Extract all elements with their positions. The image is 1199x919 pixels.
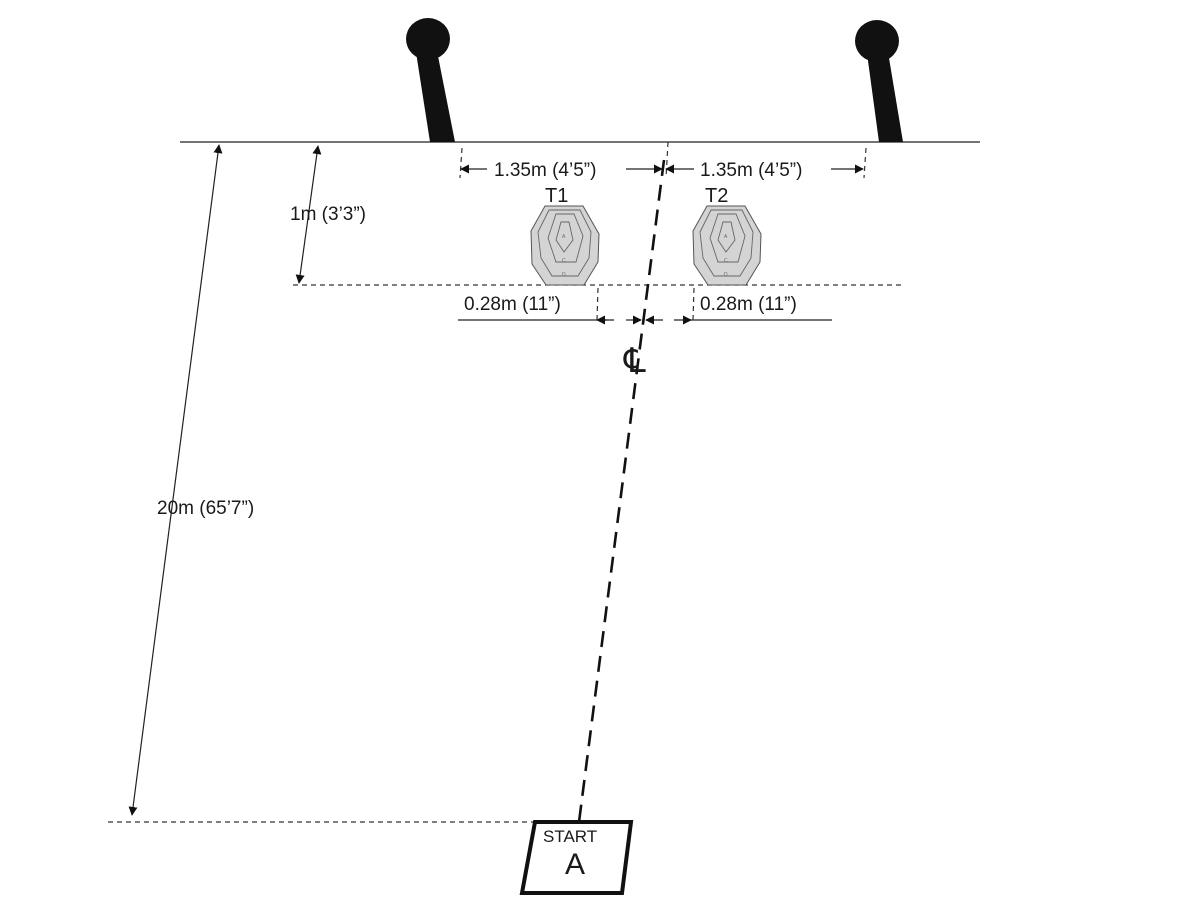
stand-spacing-left-label: 1.35m (4’5”) bbox=[494, 160, 596, 181]
center-tick bbox=[665, 141, 669, 179]
t2-zone-c: C bbox=[724, 258, 728, 264]
t2-zone-a: A bbox=[724, 234, 728, 240]
target-t1-label: T1 bbox=[545, 185, 568, 207]
target-t2: A C D bbox=[692, 205, 762, 286]
target-t2-label: T2 bbox=[705, 185, 728, 207]
t1-zone-d: D bbox=[562, 272, 566, 278]
target-t1: A C D bbox=[530, 205, 600, 286]
fault-depth-label: 1m (3’3”) bbox=[290, 204, 366, 225]
start-position-label: A bbox=[565, 848, 585, 881]
left-stand bbox=[406, 18, 455, 142]
t1-zone-a: A bbox=[562, 234, 566, 240]
target-gap-right-tick bbox=[692, 287, 695, 321]
left-stand-tick bbox=[459, 147, 463, 179]
start-box bbox=[519, 820, 634, 895]
target-gap-right-label: 0.28m (11”) bbox=[700, 294, 797, 315]
target-gap-left-tick bbox=[596, 287, 599, 321]
target-gap-left-label: 0.28m (11”) bbox=[464, 294, 561, 315]
start-label: START bbox=[543, 827, 597, 846]
range-distance-arrow bbox=[128, 144, 223, 816]
right-stand-tick bbox=[863, 147, 867, 179]
t2-zone-d: D bbox=[724, 272, 728, 278]
t1-zone-c: C bbox=[562, 258, 566, 264]
range-distance-label: 20m (65’7”) bbox=[157, 498, 254, 519]
stand-spacing-right-label: 1.35m (4’5”) bbox=[700, 160, 802, 181]
centerline-dashed bbox=[577, 159, 666, 823]
centerline-symbol: ℄ bbox=[623, 341, 646, 381]
right-stand bbox=[855, 20, 903, 142]
fault-depth-arrow bbox=[295, 145, 322, 284]
